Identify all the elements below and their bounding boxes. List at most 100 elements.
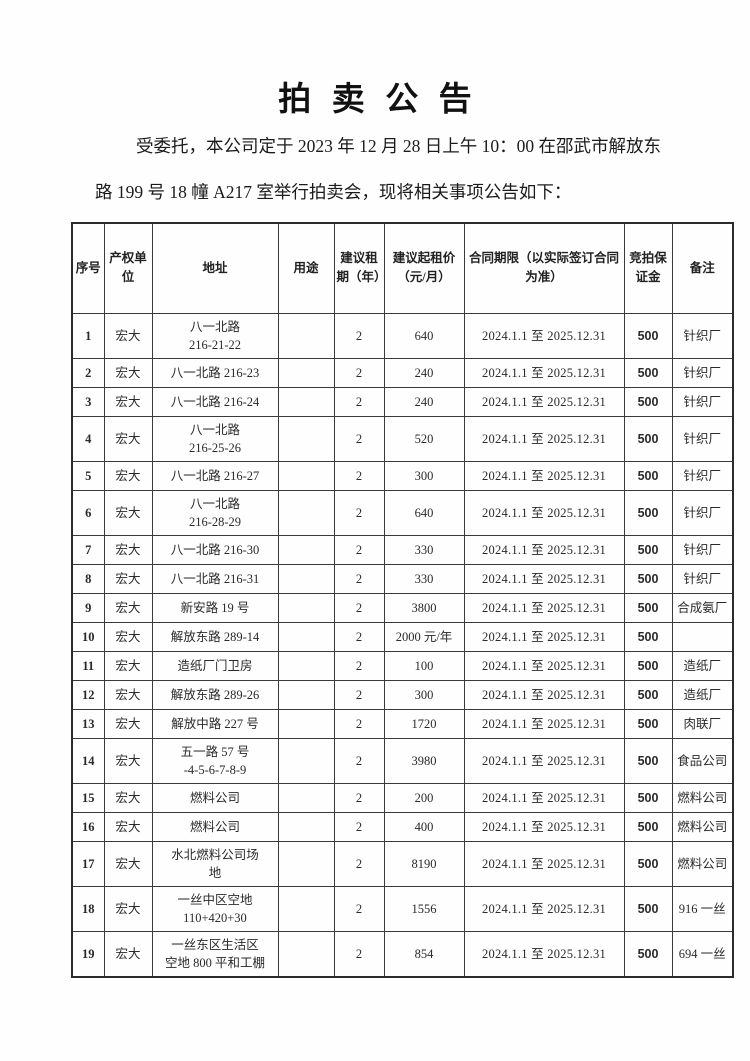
cell-period: 2024.1.1 至 2025.12.31 — [463, 357, 625, 388]
cell-price: 854 — [383, 930, 465, 977]
cell-period: 2024.1.1 至 2025.12.31 — [463, 782, 625, 813]
cell-deposit: 500 — [623, 679, 673, 710]
cell-owner: 宏大 — [103, 386, 153, 417]
cell-note: 造纸厂 — [671, 679, 734, 710]
cell-deposit: 500 — [623, 708, 673, 739]
cell-owner: 宏大 — [103, 592, 153, 623]
cell-price: 3800 — [383, 592, 465, 623]
cell-use — [277, 357, 335, 388]
cell-seq: 12 — [71, 679, 105, 710]
cell-owner: 宏大 — [103, 534, 153, 565]
cell-price: 300 — [383, 679, 465, 710]
cell-term: 2 — [333, 489, 385, 536]
cell-term: 2 — [333, 592, 385, 623]
cell-deposit: 500 — [623, 534, 673, 565]
cell-use — [277, 489, 335, 536]
table-row: 15 宏大 燃料公司 2 200 2024.1.1 至 2025.12.31 5… — [71, 782, 734, 813]
cell-seq: 3 — [71, 386, 105, 417]
cell-term: 2 — [333, 679, 385, 710]
cell-price: 640 — [383, 489, 465, 536]
table-row: 12 宏大 解放东路 289-26 2 300 2024.1.1 至 2025.… — [71, 679, 734, 710]
cell-owner: 宏大 — [103, 563, 153, 594]
col-header-owner: 产权单位 — [103, 222, 153, 314]
cell-deposit: 500 — [623, 840, 673, 887]
cell-deposit: 500 — [623, 386, 673, 417]
cell-note: 针织厂 — [671, 460, 734, 491]
cell-deposit: 500 — [623, 357, 673, 388]
cell-period: 2024.1.1 至 2025.12.31 — [463, 885, 625, 932]
cell-term: 2 — [333, 930, 385, 977]
cell-owner: 宏大 — [103, 708, 153, 739]
cell-price: 330 — [383, 534, 465, 565]
cell-period: 2024.1.1 至 2025.12.31 — [463, 840, 625, 887]
cell-seq: 2 — [71, 357, 105, 388]
cell-note: 燃料公司 — [671, 811, 734, 842]
cell-address: 一丝东区生活区 空地 800 平和工棚 — [151, 930, 279, 977]
intro-paragraph: 受委托，本公司定于 2023 年 12 月 28 日上午 10：00 在邵武市解… — [95, 133, 670, 204]
cell-deposit: 500 — [623, 592, 673, 623]
cell-owner: 宏大 — [103, 489, 153, 536]
table-row: 17 宏大 水北燃料公司场 地 2 8190 2024.1.1 至 2025.1… — [71, 840, 734, 887]
cell-owner: 宏大 — [103, 679, 153, 710]
table-row: 18 宏大 一丝中区空地 110+420+30 2 1556 2024.1.1 … — [71, 885, 734, 932]
cell-owner: 宏大 — [103, 312, 153, 359]
cell-use — [277, 930, 335, 977]
cell-use — [277, 840, 335, 887]
cell-period: 2024.1.1 至 2025.12.31 — [463, 312, 625, 359]
cell-period: 2024.1.1 至 2025.12.31 — [463, 650, 625, 681]
cell-price: 8190 — [383, 840, 465, 887]
cell-price: 400 — [383, 811, 465, 842]
cell-owner: 宏大 — [103, 650, 153, 681]
cell-deposit: 500 — [623, 415, 673, 462]
cell-seq: 13 — [71, 708, 105, 739]
cell-address: 造纸厂门卫房 — [151, 650, 279, 681]
cell-term: 2 — [333, 534, 385, 565]
cell-address: 八一北路 216-25-26 — [151, 415, 279, 462]
cell-period: 2024.1.1 至 2025.12.31 — [463, 563, 625, 594]
cell-note: 造纸厂 — [671, 650, 734, 681]
cell-use — [277, 708, 335, 739]
cell-period: 2024.1.1 至 2025.12.31 — [463, 386, 625, 417]
cell-term: 2 — [333, 415, 385, 462]
cell-address: 解放东路 289-26 — [151, 679, 279, 710]
table-row: 7 宏大 八一北路 216-30 2 330 2024.1.1 至 2025.1… — [71, 534, 734, 565]
cell-price: 100 — [383, 650, 465, 681]
cell-deposit: 500 — [623, 650, 673, 681]
col-header-seq: 序号 — [71, 222, 105, 314]
col-header-period: 合同期限（以实际签订合同为准） — [463, 222, 625, 314]
cell-use — [277, 563, 335, 594]
table-row: 2 宏大 八一北路 216-23 2 240 2024.1.1 至 2025.1… — [71, 357, 734, 388]
cell-owner: 宏大 — [103, 840, 153, 887]
cell-seq: 6 — [71, 489, 105, 536]
auction-table-container: 序号 产权单位 地址 用途 建议租期（年） 建议起租价（元/月） 合同期限（以实… — [71, 222, 734, 978]
cell-note: 燃料公司 — [671, 782, 734, 813]
cell-use — [277, 415, 335, 462]
cell-seq: 14 — [71, 737, 105, 784]
cell-owner: 宏大 — [103, 621, 153, 652]
cell-owner: 宏大 — [103, 357, 153, 388]
cell-use — [277, 737, 335, 784]
cell-note: 针织厂 — [671, 386, 734, 417]
cell-term: 2 — [333, 737, 385, 784]
table-row: 4 宏大 八一北路 216-25-26 2 520 2024.1.1 至 202… — [71, 415, 734, 462]
cell-seq: 4 — [71, 415, 105, 462]
cell-price: 2000 元/年 — [383, 621, 465, 652]
cell-term: 2 — [333, 357, 385, 388]
cell-note: 916 一丝 — [671, 885, 734, 932]
cell-price: 330 — [383, 563, 465, 594]
table-row: 6 宏大 八一北路 216-28-29 2 640 2024.1.1 至 202… — [71, 489, 734, 536]
cell-price: 240 — [383, 386, 465, 417]
cell-note: 肉联厂 — [671, 708, 734, 739]
cell-owner: 宏大 — [103, 737, 153, 784]
table-row: 13 宏大 解放中路 227 号 2 1720 2024.1.1 至 2025.… — [71, 708, 734, 739]
cell-address: 新安路 19 号 — [151, 592, 279, 623]
cell-use — [277, 534, 335, 565]
cell-period: 2024.1.1 至 2025.12.31 — [463, 737, 625, 784]
cell-term: 2 — [333, 708, 385, 739]
cell-note: 针织厂 — [671, 534, 734, 565]
cell-price: 3980 — [383, 737, 465, 784]
cell-price: 1720 — [383, 708, 465, 739]
cell-term: 2 — [333, 650, 385, 681]
cell-address: 水北燃料公司场 地 — [151, 840, 279, 887]
table-row: 16 宏大 燃料公司 2 400 2024.1.1 至 2025.12.31 5… — [71, 811, 734, 842]
